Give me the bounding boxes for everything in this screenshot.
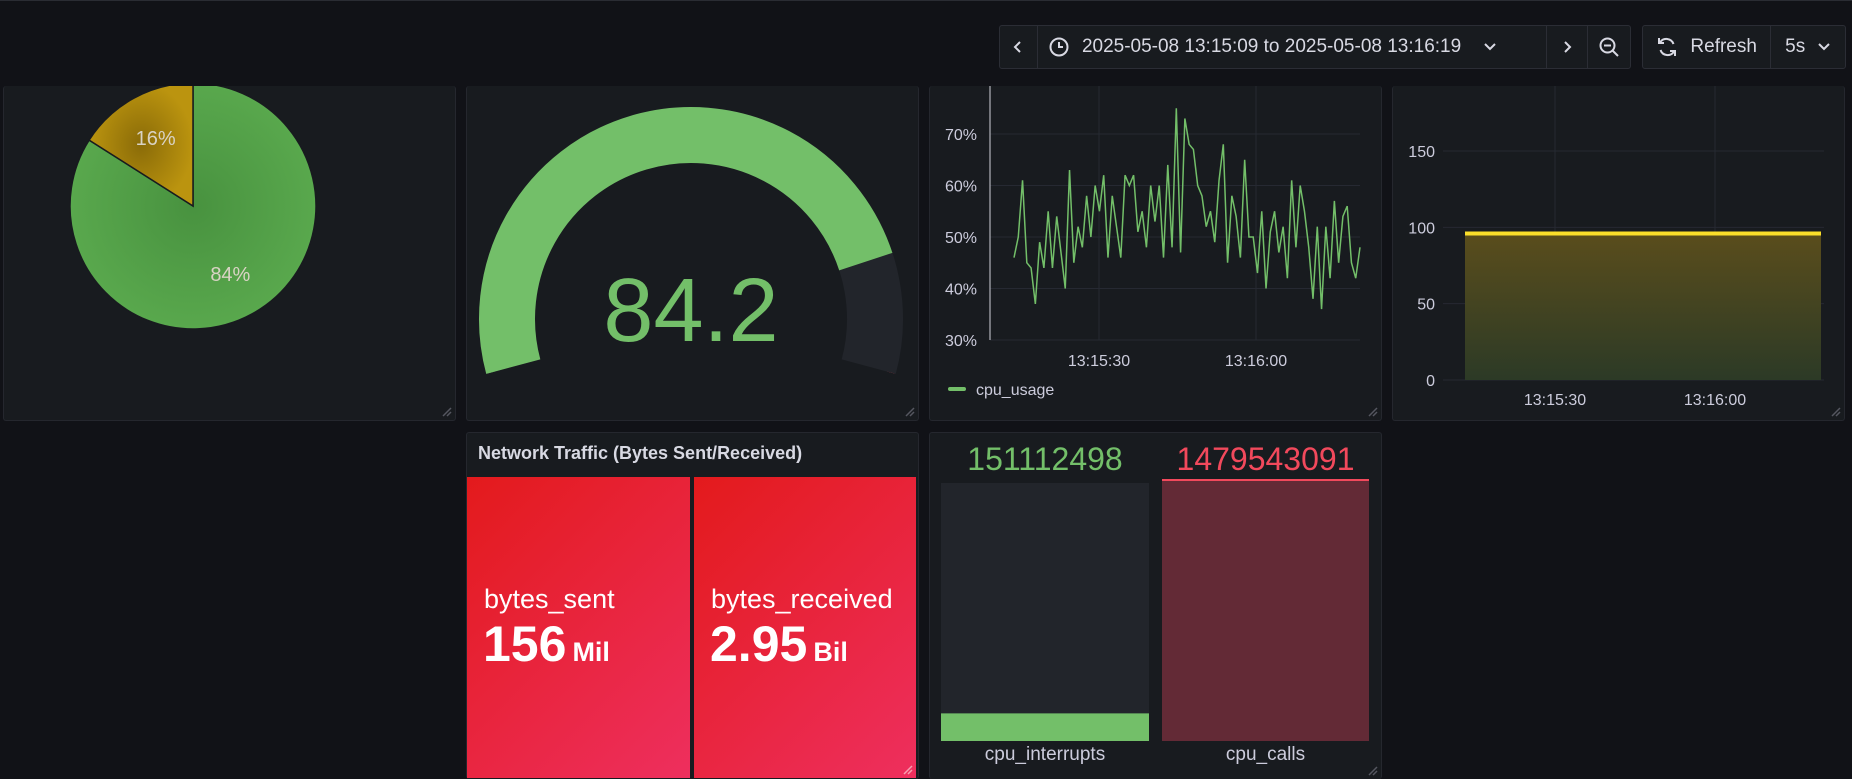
y-tick-label: 60% [945,179,977,196]
chevron-down-icon [1484,43,1496,51]
stat-tile-bytes-sent: bytes_sent 156 Mil [467,477,690,778]
stat-value: 156 Mil [483,615,610,673]
y-tick-label: 100 [1408,220,1435,237]
x-tick-label: 13:16:00 [1225,353,1287,370]
stat-value: 2.95 Bil [710,615,848,673]
refresh-label: Refresh [1690,36,1757,57]
refresh-icon [1658,37,1677,57]
cpu-usage-chart: 30% 40% 50% 60% 70% 13:15:30 13:16:00 cpu_usag… [945,86,1361,399]
timeseries-bar-panel: 0 50 100 150 13:15:30 13:16:00 [1392,86,1845,421]
zoom-out-button[interactable] [1588,26,1630,68]
y-tick-label: 70% [945,127,977,144]
series-line-cpu-usage [1013,108,1361,310]
bar-category-label: cpu_interrupts [985,744,1105,765]
gauge-value: 84.2 [603,261,778,361]
stat-name: bytes_received [711,584,893,614]
chevron-right-icon [1564,41,1572,53]
chevron-left-icon [1014,41,1022,53]
panel-title: Network Traffic (Bytes Sent/Received) [478,443,803,463]
stat-number: 2.95 [710,616,808,672]
bar-track [941,483,1149,741]
legend-color-swatch [948,387,966,391]
bar-gauge-panel: 151112498 cpu_interrupts 1479543091 cpu_cal… [929,432,1382,779]
time-forward-button[interactable] [1547,26,1589,68]
gauge-value-arc [479,107,893,374]
pie-slice-label: 84% [210,264,250,286]
stat-name: bytes_sent [484,584,615,614]
stat-unit: Bil [813,637,848,667]
pie-slice[interactable] [69,86,317,330]
refresh-picker: Refresh 5s [1642,25,1846,69]
cpu-usage-panel: 30% 40% 50% 60% 70% 13:15:30 13:16:00 cpu_usag… [929,86,1382,421]
timeseries-bar-chart: 0 50 100 150 13:15:30 13:16:00 [1408,86,1824,409]
resize-handle-icon[interactable] [1366,764,1378,776]
clock-icon [1049,37,1069,57]
bar-category-label: cpu_calls [1226,744,1305,765]
resize-handle-icon[interactable] [440,405,452,417]
resize-handle-icon[interactable] [901,763,913,775]
y-tick-label: 40% [945,282,977,299]
bar-fill [1162,480,1369,741]
stat-number: 156 [483,616,567,672]
time-range-picker: 2025-05-08 13:15:09 to 2025-05-08 13:16:… [999,25,1631,69]
pie-chart: 84% 16% [69,86,317,330]
area-fill [1465,233,1821,380]
chevron-down-icon [1818,43,1830,51]
y-tick-label: 50% [945,230,977,247]
y-tick-label: 50 [1417,297,1435,314]
gauge-panel: 84.2 [466,86,919,421]
legend-item-cpu-usage[interactable]: cpu_usage [976,382,1054,399]
bar-gauge-chart: 151112498 cpu_interrupts 1479543091 cpu_cal… [941,441,1369,765]
refresh-interval-dropdown[interactable]: 5s [1771,26,1845,68]
y-tick-label: 0 [1426,373,1435,390]
bar-value-label: 1479543091 [1177,441,1355,477]
bar-value-label: 151112498 [967,441,1122,477]
stat-tile-bytes-received: bytes_received 2.95 Bil [694,477,916,778]
stat-unit: Mil [572,637,610,667]
gauge-chart: 84.2 [479,107,903,374]
resize-handle-icon[interactable] [903,405,915,417]
x-tick-label: 13:15:30 [1068,353,1130,370]
pie-slice-label: 16% [136,128,176,150]
time-back-button[interactable] [1000,26,1038,68]
resize-handle-icon[interactable] [1829,405,1841,417]
x-tick-label: 13:16:00 [1684,392,1746,409]
zoom-out-icon [1599,37,1619,57]
bar-fill [941,714,1149,741]
time-range-text: 2025-05-08 13:15:09 to 2025-05-08 13:16:… [1081,36,1462,57]
y-tick-label: 150 [1408,144,1435,161]
x-tick-label: 13:15:30 [1524,392,1586,409]
dashboard-toolbar: 2025-05-08 13:15:09 to 2025-05-08 13:16:… [0,0,1852,87]
refresh-button[interactable]: Refresh [1643,26,1772,68]
refresh-interval-value: 5s [1785,36,1806,57]
resize-handle-icon[interactable] [1366,405,1378,417]
pie-chart-panel: 84% 16% [3,86,456,421]
y-tick-label: 30% [945,333,977,350]
pie-slice[interactable] [88,86,194,208]
time-range-button[interactable]: 2025-05-08 13:15:09 to 2025-05-08 13:16:… [1038,26,1548,68]
